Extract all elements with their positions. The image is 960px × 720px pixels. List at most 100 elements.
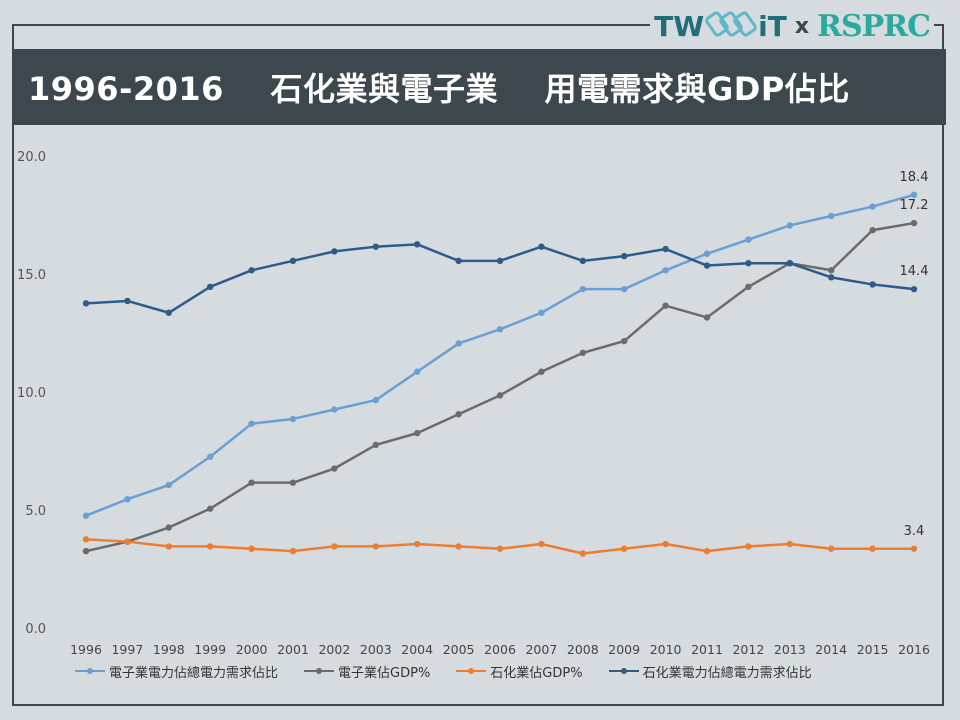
- title-bar: 1996-2016 石化業與電子業 用電需求與GDP佔比: [14, 49, 946, 125]
- data-point: [165, 309, 172, 316]
- x-tick-label: 2015: [857, 642, 889, 657]
- data-point: [910, 191, 918, 198]
- data-point: [372, 543, 379, 550]
- data-point: [165, 543, 172, 550]
- x-tick-label: 2016: [898, 642, 930, 657]
- data-point: [662, 540, 669, 548]
- data-point: [828, 267, 835, 274]
- x-tick-label: 2013: [774, 642, 806, 657]
- data-point: [786, 540, 793, 548]
- logo: TW iT x RSPRC: [650, 6, 934, 46]
- data-point: [207, 543, 214, 550]
- legend-label: 石化業電力佔總電力需求佔比: [642, 665, 812, 681]
- data-point: [82, 300, 90, 307]
- data-point: [496, 545, 504, 552]
- data-point: [579, 285, 586, 293]
- legend-label: 石化業佔GDP%: [490, 665, 583, 681]
- data-point: [828, 545, 835, 552]
- legend-label: 電子業電力佔總電力需求佔比: [109, 665, 279, 681]
- x-tick-label: 2012: [732, 642, 764, 657]
- data-point: [289, 547, 297, 555]
- data-point: [579, 550, 586, 557]
- x-tick-label: 2006: [484, 642, 516, 657]
- legend-swatch: [456, 666, 487, 676]
- data-point: [910, 545, 918, 552]
- y-tick-label: 15.0: [17, 268, 46, 283]
- legend-item: 石化業電力佔總電力需求佔比: [608, 662, 812, 681]
- x-tick-label: 2011: [691, 642, 723, 657]
- x-tick-label: 2008: [567, 642, 599, 657]
- data-point: [82, 547, 90, 555]
- logo-x: x: [794, 13, 810, 39]
- x-tick-label: 2001: [277, 642, 309, 657]
- data-point: [910, 219, 918, 227]
- data-point: [207, 453, 214, 460]
- data-point: [496, 257, 504, 265]
- x-tick-label: 1998: [153, 642, 185, 657]
- series-line: [85, 243, 915, 315]
- data-point: [331, 465, 338, 472]
- data-point: [207, 283, 214, 290]
- logo-mark-icon: [704, 6, 758, 46]
- data-label: 17.2: [900, 198, 929, 213]
- data-point: [621, 337, 628, 345]
- data-point: [869, 226, 876, 234]
- x-tick-label: 2002: [318, 642, 350, 657]
- data-point: [82, 536, 90, 543]
- data-point: [538, 540, 545, 548]
- data-point: [289, 479, 297, 486]
- x-tick-label: 2010: [650, 642, 682, 657]
- data-point: [455, 340, 462, 347]
- logo-it: iT: [758, 9, 787, 43]
- legend-swatch: [75, 666, 105, 676]
- x-tick-label: 1996: [70, 642, 102, 657]
- data-point: [703, 250, 711, 257]
- data-point: [289, 415, 297, 423]
- data-point: [414, 241, 421, 248]
- chart-title: 1996-2016 石化業與電子業 用電需求與GDP佔比: [28, 70, 850, 108]
- y-tick-label: 10.0: [17, 386, 46, 401]
- data-point: [455, 543, 462, 550]
- data-point: [828, 212, 835, 220]
- data-point: [331, 406, 338, 413]
- data-point: [703, 314, 711, 321]
- data-point: [207, 505, 214, 512]
- data-point: [869, 281, 876, 288]
- data-point: [828, 274, 835, 281]
- x-tick-label: 2007: [525, 642, 557, 657]
- y-tick-label: 0.0: [25, 622, 46, 637]
- data-point: [248, 267, 255, 274]
- data-point: [579, 349, 586, 357]
- legend-item: 電子業電力佔總電力需求佔比: [75, 662, 278, 681]
- x-tick-label: 2003: [360, 642, 392, 657]
- data-point: [165, 481, 172, 489]
- data-point: [331, 543, 338, 550]
- data-point: [662, 302, 669, 309]
- logo-tw: TW: [654, 9, 705, 43]
- x-tick-label: 2014: [815, 642, 847, 657]
- chart-frame: [12, 24, 944, 706]
- data-point: [538, 368, 545, 375]
- data-point: [372, 243, 379, 250]
- data-point: [248, 479, 255, 486]
- data-point: [662, 267, 669, 274]
- legend-item: 石化業佔GDP%: [456, 662, 583, 681]
- data-point: [82, 512, 90, 519]
- data-point: [786, 260, 793, 267]
- data-point: [910, 285, 918, 293]
- data-point: [579, 257, 586, 265]
- x-tick-label: 1999: [194, 642, 226, 657]
- data-point: [538, 243, 545, 250]
- x-tick-label: 2000: [236, 642, 268, 657]
- data-point: [662, 245, 669, 253]
- data-point: [621, 545, 628, 552]
- data-point: [124, 496, 131, 503]
- chart-legend: 電子業電力佔總電力需求佔比 電子業佔GDP% 石化業佔GDP% 石化業電力佔總電力需求…: [75, 660, 838, 682]
- data-point: [745, 283, 752, 290]
- series-line: [85, 193, 915, 517]
- data-label: 18.4: [900, 170, 929, 185]
- data-point: [869, 545, 876, 552]
- data-point: [703, 262, 711, 269]
- data-point: [414, 429, 421, 437]
